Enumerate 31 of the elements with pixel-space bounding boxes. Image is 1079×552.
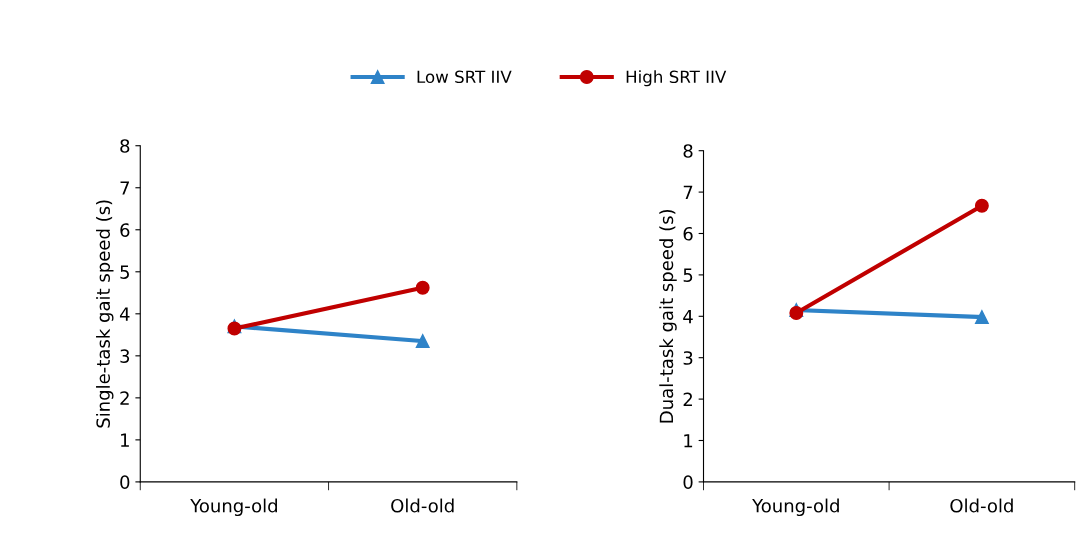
x-tick-label: Young-old [752,498,839,517]
y-tick-label: 6 [120,223,130,237]
point [415,334,430,349]
y-tick-label: 5 [683,268,693,283]
y-tick-label: 0 [683,475,693,490]
y-tick-label: 8 [683,144,693,158]
y-tick-label: 1 [121,433,129,447]
y-tick-label: 3 [683,351,693,365]
y-tick-label: 2 [683,392,692,406]
point [974,198,989,213]
y-tick-label: 8 [120,139,130,153]
y-tick-label: 4 [119,307,130,321]
x-tick-label: Old-old [391,498,454,513]
y-tick-label: 5 [120,265,129,279]
x-tick-label: Young-old [190,498,277,517]
x-tick-label: Old-old [950,498,1013,513]
y-tick-label: 3 [120,349,130,363]
point [974,310,989,325]
y-tick-label: 4 [683,309,693,324]
y-tick-label: 6 [683,226,693,241]
point [789,306,804,320]
y-tick-label: 7 [120,181,129,195]
y-axis-title: Single-task gait speed (s) [96,200,114,428]
legend-label: Low SRT IIV [417,70,512,84]
point [415,280,430,295]
y-tick-label: 2 [120,391,129,405]
y-tick-label: 7 [683,185,693,199]
y-tick-label: 1 [684,434,693,448]
y-tick-label: 0 [120,475,130,490]
legend-label: High SRT IIV [626,70,727,87]
y-axis-title: Dual-task gait speed (s) [659,209,677,423]
